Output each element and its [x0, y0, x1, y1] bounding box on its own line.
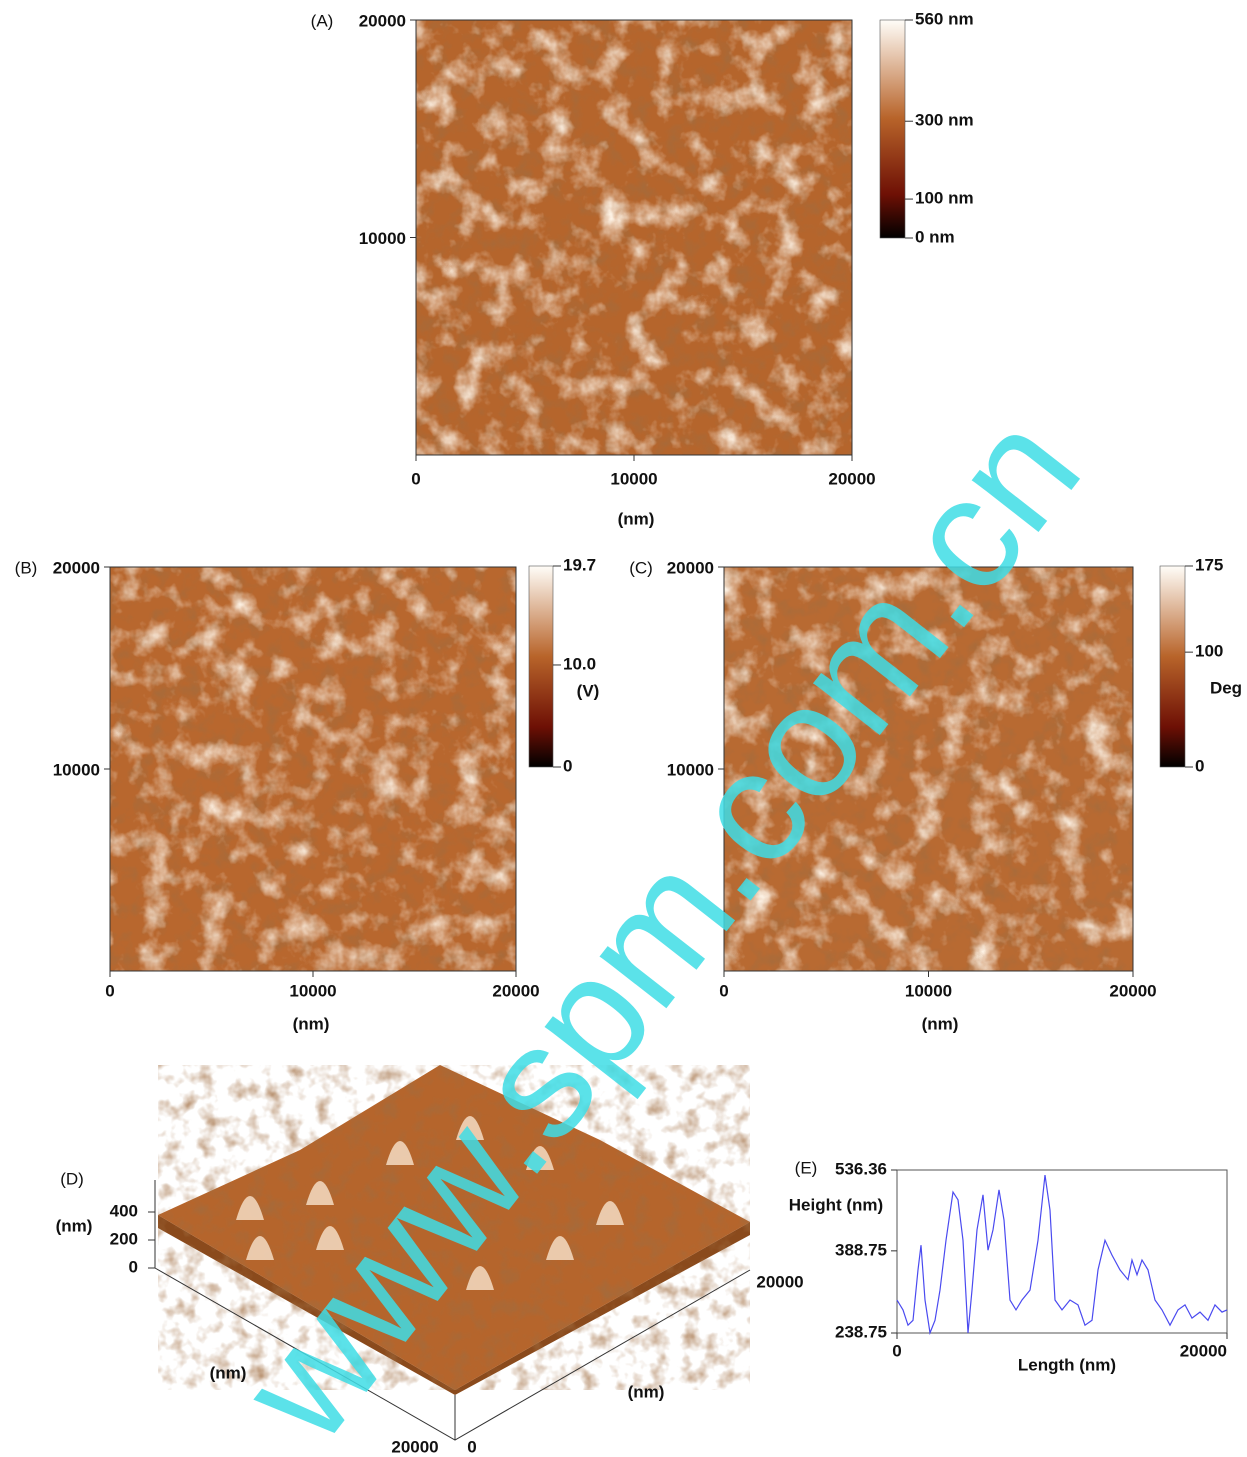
- y-axis-label: Height (nm): [789, 1195, 883, 1214]
- colorbar: [529, 566, 553, 767]
- colorbar: [1160, 566, 1185, 767]
- y-tick-label: 238.75: [835, 1322, 887, 1341]
- x-tick-label: 20000: [391, 1437, 438, 1456]
- y-tick-label: 10000: [53, 760, 100, 779]
- colorbar-tick-label: 300 nm: [915, 111, 974, 130]
- x-tick-label: 20000: [828, 469, 875, 488]
- colorbar-tick-label: 0: [563, 756, 572, 775]
- x-tick-label: 20000: [1109, 981, 1156, 1000]
- profile-line: [897, 1175, 1227, 1333]
- x-axis-label: Length (nm): [1018, 1355, 1116, 1374]
- y-tick-label: 20000: [359, 11, 406, 30]
- colorbar: [880, 20, 905, 238]
- x-tick-label: 10000: [610, 469, 657, 488]
- x-axis-label: (nm): [618, 509, 655, 528]
- x-tick-label: 0: [892, 1341, 901, 1360]
- y-tick-label: 20000: [667, 558, 714, 577]
- colorbar-tick-label: 10.0: [563, 654, 596, 673]
- z-tick-label: 0: [129, 1257, 138, 1276]
- colorbar-label: Deg: [1210, 678, 1242, 697]
- z-axis-label: (nm): [56, 1216, 93, 1235]
- afm-highlight: [416, 20, 852, 455]
- colorbar-tick-label: 100: [1195, 642, 1223, 661]
- panel-label: (D): [60, 1169, 84, 1188]
- colorbar-tick-label: 0 nm: [915, 227, 955, 246]
- panel-label: (E): [795, 1158, 818, 1177]
- y-tick-label: 536.36: [835, 1159, 887, 1178]
- panel-label: (B): [15, 558, 38, 577]
- y-axis-label: (nm): [628, 1382, 665, 1401]
- colorbar-tick-label: 19.7: [563, 555, 596, 574]
- panel-label: (A): [311, 11, 334, 30]
- colorbar-tick-label: 175: [1195, 555, 1223, 574]
- x-tick-label: 10000: [289, 981, 336, 1000]
- y-tick-label: 10000: [359, 229, 406, 248]
- x-tick-label: 0: [105, 981, 114, 1000]
- afm-highlight: [110, 567, 516, 971]
- x-tick-label: 0: [411, 469, 420, 488]
- colorbar-tick-label: 560 nm: [915, 9, 974, 28]
- y-tick-label: 20000: [53, 558, 100, 577]
- y-tick-label: 20000: [756, 1272, 803, 1291]
- x-axis-label: (nm): [922, 1014, 959, 1033]
- panel-label: (C): [629, 558, 653, 577]
- y-tick-label: 0: [467, 1437, 476, 1456]
- z-tick-label: 200: [110, 1229, 138, 1248]
- z-tick-label: 400: [110, 1201, 138, 1220]
- colorbar-tick-label: 0: [1195, 756, 1204, 775]
- x-tick-label: 10000: [905, 981, 952, 1000]
- colorbar-tick-label: 100 nm: [915, 189, 974, 208]
- plot-frame: [897, 1170, 1227, 1333]
- x-axis-label: (nm): [293, 1014, 330, 1033]
- figure: 100002000001000020000(nm)560 nm300 nm100…: [0, 0, 1247, 1457]
- x-tick-label: 20000: [1180, 1341, 1227, 1360]
- y-tick-label: 388.75: [835, 1240, 887, 1259]
- colorbar-label: (V): [577, 681, 600, 700]
